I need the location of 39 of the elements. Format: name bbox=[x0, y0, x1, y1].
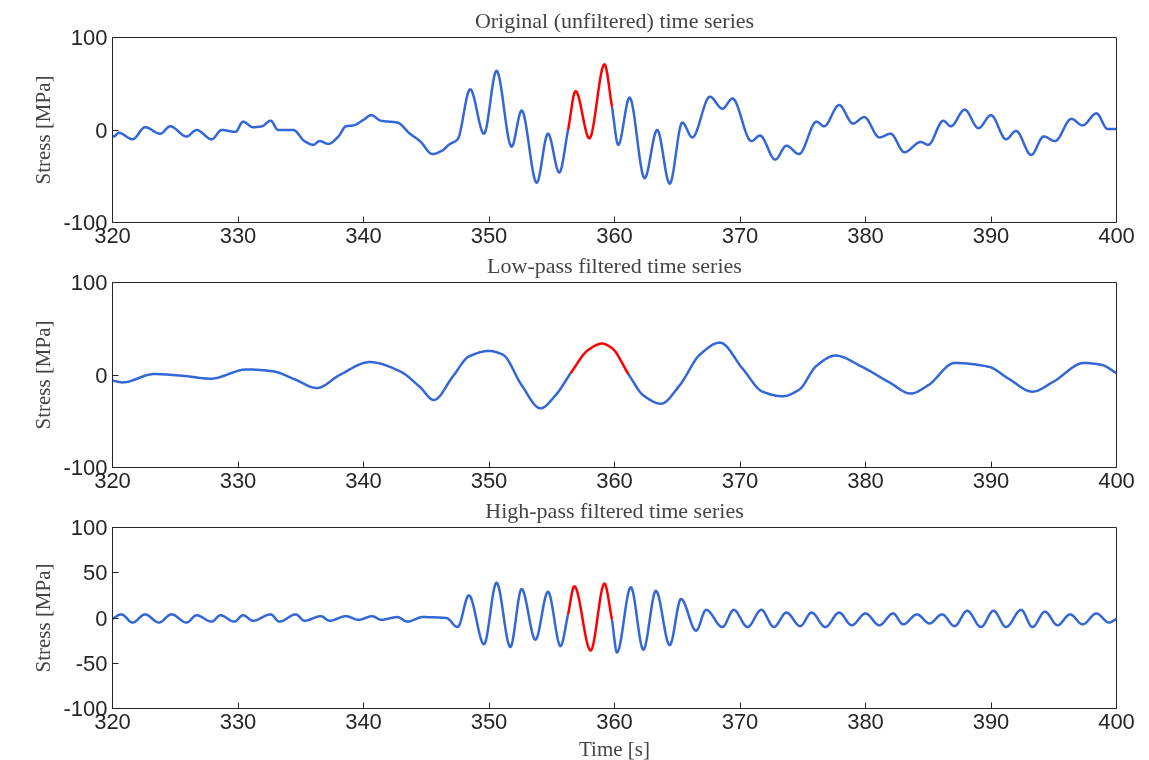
x-tick-label: 400 bbox=[1098, 467, 1135, 493]
x-tick-label: 400 bbox=[1098, 222, 1135, 248]
y-tick-label: 0 bbox=[95, 605, 108, 631]
x-tick-label: 360 bbox=[596, 467, 633, 493]
y-axis-title: Stress [MPa] bbox=[31, 75, 56, 185]
chart-title: Original (unfiltered) time series bbox=[474, 7, 755, 33]
x-tick-label: 360 bbox=[596, 708, 633, 734]
x-tick-label: 340 bbox=[345, 708, 382, 734]
x-tick-label: 330 bbox=[219, 222, 257, 248]
y-tick-label: 50 bbox=[83, 560, 108, 586]
x-tick-label: 340 bbox=[345, 222, 382, 248]
y-axis-title: Stress [MPa] bbox=[31, 320, 56, 430]
y-axis-title: Stress [MPa] bbox=[31, 563, 56, 673]
y-tick-label: 0 bbox=[95, 117, 108, 143]
x-tick-label: 350 bbox=[470, 708, 508, 734]
y-tick-label: 100 bbox=[70, 25, 108, 50]
x-tick-label: 390 bbox=[972, 467, 1010, 493]
y-tick-label: 0 bbox=[95, 362, 108, 388]
x-tick-label: 370 bbox=[721, 222, 759, 248]
x-tick-label: 380 bbox=[847, 222, 884, 248]
chart-title: Low-pass filtered time series bbox=[487, 252, 742, 278]
x-tick-label: 380 bbox=[847, 708, 884, 734]
x-tick-label: 330 bbox=[219, 467, 257, 493]
chart-title: High-pass filtered time series bbox=[485, 497, 744, 523]
y-tick-label: 100 bbox=[70, 515, 108, 540]
y-tick-label: 100 bbox=[70, 270, 108, 295]
x-tick-label: 380 bbox=[847, 467, 884, 493]
x-tick-label: 350 bbox=[470, 222, 508, 248]
x-tick-label: 340 bbox=[345, 467, 382, 493]
x-tick-label: 390 bbox=[972, 222, 1010, 248]
x-tick-label: 330 bbox=[219, 708, 257, 734]
x-tick-label: 390 bbox=[972, 708, 1010, 734]
x-tick-label: 370 bbox=[721, 467, 759, 493]
x-tick-label: 350 bbox=[470, 467, 508, 493]
x-tick-label: 370 bbox=[721, 708, 759, 734]
x-axis-title: Time [s] bbox=[579, 736, 651, 760]
y-tick-label: -50 bbox=[75, 650, 108, 676]
x-tick-label: 400 bbox=[1098, 708, 1135, 734]
x-tick-label: 360 bbox=[596, 222, 633, 248]
